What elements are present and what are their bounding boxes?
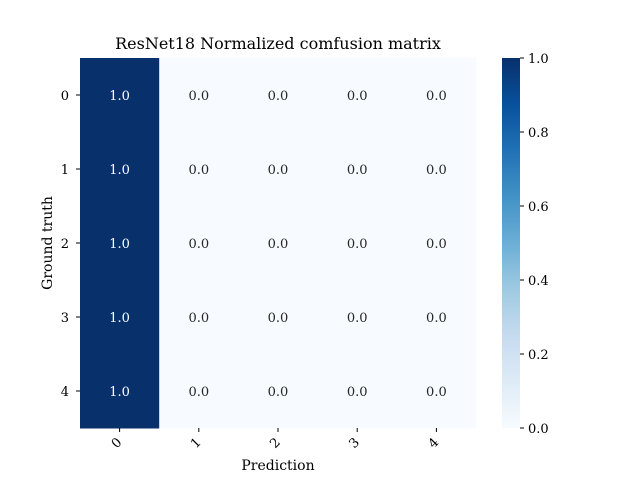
- colorbar-tick-label-2: 0.4: [528, 274, 549, 289]
- heatmap-cell-0-2: [238, 58, 319, 133]
- x-tick-label-3: 3: [346, 435, 362, 451]
- cell-label-3-0: 1.0: [109, 311, 130, 326]
- heatmap-cell-2-2: [238, 206, 319, 281]
- y-tick-label-0: 0: [61, 89, 69, 104]
- heatmap-cell-3-1: [159, 280, 239, 355]
- x-tick-label-1: 1: [188, 435, 204, 451]
- y-tick-label-3: 3: [61, 311, 69, 326]
- heatmap-cell-4-3: [317, 354, 398, 429]
- colorbar-tick-label-4: 0.8: [528, 126, 549, 141]
- cell-label-4-1: 0.0: [188, 385, 209, 400]
- heatmap-cell-2-1: [159, 206, 239, 281]
- heatmap-cell-4-1: [159, 354, 239, 429]
- y-tick-label-4: 4: [61, 385, 69, 400]
- y-axis: 0 1 2 3 4: [61, 89, 80, 400]
- colorbar-ticks: 0.0 0.2 0.4 0.6 0.8 1.0: [520, 52, 549, 437]
- colorbar-tick-label-3: 0.6: [528, 200, 549, 215]
- cell-label-3-3: 0.0: [347, 311, 368, 326]
- y-axis-label: Ground truth: [40, 196, 56, 290]
- heatmap-cell-2-0: [80, 206, 160, 281]
- cell-label-3-2: 0.0: [268, 311, 289, 326]
- cell-label-3-1: 0.0: [188, 311, 209, 326]
- heatmap-cell-4-0: [80, 354, 160, 429]
- cell-label-4-2: 0.0: [268, 385, 289, 400]
- heatmap-cell-1-2: [238, 132, 319, 207]
- colorbar: 0.0 0.2 0.4 0.6 0.8 1.0: [502, 52, 549, 437]
- cell-label-1-1: 0.0: [188, 163, 209, 178]
- heatmap-cell-0-3: [317, 58, 398, 133]
- y-tick-label-2: 2: [61, 237, 69, 252]
- cell-label-3-4: 0.0: [426, 311, 447, 326]
- cell-label-0-3: 0.0: [347, 89, 368, 104]
- cell-label-0-0: 1.0: [109, 89, 130, 104]
- heatmap-cell-2-4: [396, 206, 477, 281]
- heatmap-cell-3-0: [80, 280, 160, 355]
- cell-label-1-4: 0.0: [426, 163, 447, 178]
- cell-label-2-3: 0.0: [347, 237, 368, 252]
- chart-title: ResNet18 Normalized comfusion matrix: [115, 34, 441, 53]
- heatmap-cell-1-0: [80, 132, 160, 207]
- heatmap-cell-0-0: [80, 58, 160, 133]
- cell-label-2-4: 0.0: [426, 237, 447, 252]
- heatmap-cell-3-2: [238, 280, 319, 355]
- colorbar-tick-label-1: 0.2: [528, 348, 549, 363]
- heatmap-cell-0-4: [396, 58, 477, 133]
- x-axis-label: Prediction: [241, 458, 314, 474]
- cell-label-1-3: 0.0: [347, 163, 368, 178]
- cell-label-1-2: 0.0: [268, 163, 289, 178]
- heatmap-cell-3-4: [396, 280, 477, 355]
- heatmap-cell-2-3: [317, 206, 398, 281]
- cell-label-1-0: 1.0: [109, 163, 130, 178]
- heatmap-cell-labels: 1.0 0.0 0.0 0.0 0.0 1.0 0.0 0.0 0.0 0.0 1.0 0.0 0.0 0…: [109, 89, 446, 400]
- heatmap-cell-3-3: [317, 280, 398, 355]
- heatmap-cell-1-1: [159, 132, 239, 207]
- cell-label-4-3: 0.0: [347, 385, 368, 400]
- x-axis: 0 1 2 3 4: [109, 428, 442, 452]
- colorbar-gradient: [502, 58, 520, 428]
- cell-label-2-1: 0.0: [188, 237, 209, 252]
- cell-label-0-2: 0.0: [268, 89, 289, 104]
- colorbar-tick-label-0: 0.0: [528, 422, 549, 437]
- x-tick-label-0: 0: [109, 435, 125, 451]
- cell-label-2-0: 1.0: [109, 237, 130, 252]
- y-tick-label-1: 1: [61, 163, 69, 178]
- cell-label-0-4: 0.0: [426, 89, 447, 104]
- heatmap-cell-4-2: [238, 354, 319, 429]
- heatmap-cell-1-4: [396, 132, 477, 207]
- x-tick-label-4: 4: [426, 435, 442, 451]
- x-tick-label-2: 2: [267, 435, 283, 451]
- heatmap-cell-0-1: [159, 58, 239, 133]
- heatmap-cells: [80, 58, 477, 429]
- colorbar-tick-label-5: 1.0: [528, 52, 549, 67]
- cell-label-0-1: 0.0: [188, 89, 209, 104]
- cell-label-4-0: 1.0: [109, 385, 130, 400]
- heatmap-cell-1-3: [317, 132, 398, 207]
- cell-label-4-4: 0.0: [426, 385, 447, 400]
- heatmap-cell-4-4: [396, 354, 477, 429]
- cell-label-2-2: 0.0: [268, 237, 289, 252]
